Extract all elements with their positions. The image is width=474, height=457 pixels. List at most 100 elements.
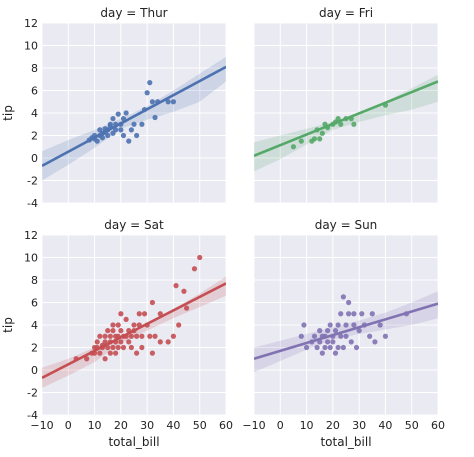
y-tick-label: 8 [31,62,38,75]
x-tick-label: −10 [242,419,265,432]
data-point [298,333,304,339]
data-point [115,111,121,117]
data-point [353,344,360,351]
y-tick-label: 12 [24,229,38,242]
data-point [338,121,344,127]
y-tick-label: 0 [31,364,38,377]
x-tick-label: 10 [88,419,102,432]
x-tick-label: 50 [193,419,207,432]
data-point [110,344,116,351]
data-layer [254,291,438,373]
y-axis-label: tip [1,105,15,121]
data-point [107,121,113,127]
data-point [314,344,320,351]
data-point [120,344,127,351]
y-tick-label: 4 [31,107,38,120]
data-point [170,99,177,105]
data-point [110,322,116,328]
data-point [131,121,137,127]
data-point [165,339,171,345]
data-point [123,110,129,116]
data-point [118,328,124,334]
data-point [303,344,310,351]
x-tick-label: 60 [219,419,233,432]
facet-panel-4: day = Sun −10 0 10 20 30 40 50 60 total_bill [242,218,445,449]
data-point [176,322,182,328]
regression-line [254,80,438,157]
data-point [139,333,145,339]
data-point [183,305,190,311]
data-point [102,339,108,345]
data-point [107,333,113,339]
data-point [327,344,333,351]
facet-panel-2: day = Fri [253,6,439,204]
y-tick-label: 6 [31,85,38,98]
data-point [94,339,100,345]
panel-title: day = Fri [319,6,373,20]
data-point [343,322,349,328]
data-point [141,311,148,317]
regression-line [42,282,226,380]
data-point [348,339,354,345]
data-point [325,328,331,334]
data-point [120,132,127,139]
data-point [311,333,318,339]
x-tick-label: 50 [405,419,419,432]
data-point [327,322,333,328]
data-point [123,316,129,322]
data-point [332,328,339,334]
data-point [105,328,111,334]
data-layer [254,74,438,172]
data-point [346,311,352,317]
data-point [126,339,132,345]
x-axis-label: total_bill [320,435,371,449]
y-tick-label: 0 [31,152,38,165]
data-point [382,333,389,339]
data-point [139,344,145,351]
panel-title: day = Sun [315,218,378,232]
data-point [170,333,177,339]
data-point [173,283,179,289]
data-point [149,99,155,105]
data-point [181,288,187,294]
data-point [139,121,145,127]
data-point [97,333,103,339]
data-point [136,311,142,317]
regression-line [254,302,438,360]
data-point [126,138,132,144]
data-point [102,356,108,362]
confidence-band [42,56,226,181]
data-point [157,339,163,345]
data-point [197,254,203,261]
panel-title: day = Sat [104,218,164,232]
data-point [113,350,119,356]
data-point [107,350,113,356]
data-point [319,350,325,356]
data-point [147,80,153,86]
data-point [340,344,346,351]
data-point [359,311,365,317]
data-point [325,339,331,345]
data-point [335,344,341,351]
data-point [351,121,357,127]
data-layer [42,56,226,181]
data-point [298,138,304,144]
y-tick-label: 2 [31,342,38,355]
y-tick-label: -2 [27,175,38,188]
y-tick-label: 10 [24,252,38,265]
data-point [134,132,140,139]
y-tick-label: -4 [27,197,38,210]
data-point [94,138,100,144]
data-point [332,350,339,356]
y-tick-label: -2 [27,387,38,400]
data-point [317,136,323,142]
data-point [110,116,116,122]
data-point [118,127,124,133]
y-tick-label: 12 [24,17,38,30]
data-point [110,328,116,334]
data-point [351,311,357,317]
y-tick-label: 4 [31,319,38,332]
x-tick-label: 20 [326,419,340,432]
data-point [351,322,357,328]
